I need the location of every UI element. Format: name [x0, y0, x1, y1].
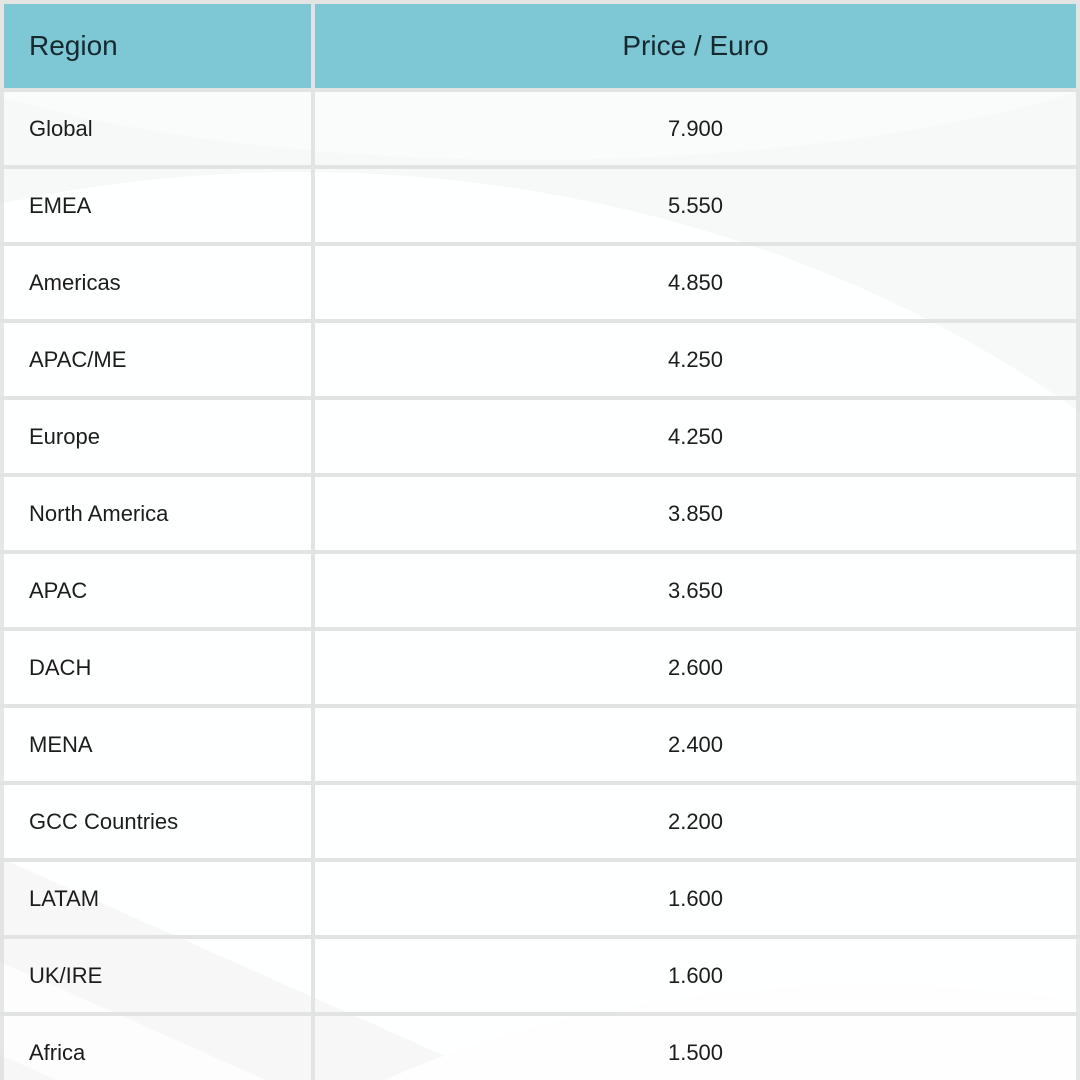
region-cell: North America [4, 477, 311, 550]
table-row: APAC/ME 4.250 [4, 323, 1076, 396]
region-cell: LATAM [4, 862, 311, 935]
price-cell: 1.600 [315, 862, 1076, 935]
price-cell: 2.400 [315, 708, 1076, 781]
region-cell: Europe [4, 400, 311, 473]
table-row: GCC Countries 2.200 [4, 785, 1076, 858]
table-row: Americas 4.850 [4, 246, 1076, 319]
price-cell: 3.850 [315, 477, 1076, 550]
header-row: Region Price / Euro [4, 4, 1076, 88]
price-cell: 4.850 [315, 246, 1076, 319]
price-cell: 1.500 [315, 1016, 1076, 1080]
price-cell: 5.550 [315, 169, 1076, 242]
column-header-region: Region [4, 4, 311, 88]
region-cell: Americas [4, 246, 311, 319]
table-row: Africa 1.500 [4, 1016, 1076, 1080]
table-row: LATAM 1.600 [4, 862, 1076, 935]
region-cell: GCC Countries [4, 785, 311, 858]
region-cell: EMEA [4, 169, 311, 242]
table-row: EMEA 5.550 [4, 169, 1076, 242]
price-cell: 3.650 [315, 554, 1076, 627]
table-row: APAC 3.650 [4, 554, 1076, 627]
region-cell: Africa [4, 1016, 311, 1080]
price-cell: 2.200 [315, 785, 1076, 858]
table-row: MENA 2.400 [4, 708, 1076, 781]
column-header-price: Price / Euro [315, 4, 1076, 88]
region-cell: APAC [4, 554, 311, 627]
table-row: Europe 4.250 [4, 400, 1076, 473]
table-header: Region Price / Euro [4, 4, 1076, 88]
region-cell: MENA [4, 708, 311, 781]
price-cell: 7.900 [315, 92, 1076, 165]
table-row: DACH 2.600 [4, 631, 1076, 704]
price-cell: 2.600 [315, 631, 1076, 704]
region-cell: APAC/ME [4, 323, 311, 396]
price-cell: 1.600 [315, 939, 1076, 1012]
region-cell: UK/IRE [4, 939, 311, 1012]
table-body: Global 7.900 EMEA 5.550 Americas 4.850 APAC/ME… [4, 92, 1076, 1080]
table-row: North America 3.850 [4, 477, 1076, 550]
region-cell: DACH [4, 631, 311, 704]
table-row: Global 7.900 [4, 92, 1076, 165]
region-cell: Global [4, 92, 311, 165]
price-cell: 4.250 [315, 323, 1076, 396]
price-cell: 4.250 [315, 400, 1076, 473]
table-row: UK/IRE 1.600 [4, 939, 1076, 1012]
